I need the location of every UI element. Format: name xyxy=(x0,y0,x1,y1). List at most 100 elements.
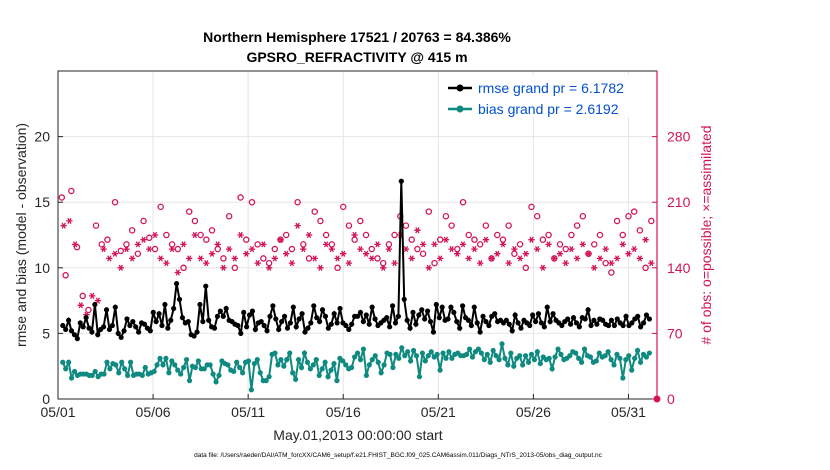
assimilated-obs-marker xyxy=(579,241,586,248)
bias-point xyxy=(298,364,305,371)
bias-point xyxy=(446,349,452,355)
bias-point xyxy=(369,357,375,363)
bias-point xyxy=(139,372,145,378)
bias-point xyxy=(263,378,269,384)
assimilated-obs-marker xyxy=(414,227,421,234)
possible-obs-marker xyxy=(533,213,541,220)
rmse-point xyxy=(512,312,518,318)
rmse-point xyxy=(141,321,148,327)
possible-obs-marker xyxy=(328,241,336,248)
assimilated-obs-marker xyxy=(385,245,393,253)
rmse-point xyxy=(322,313,329,319)
assimilated-obs-marker xyxy=(288,259,296,267)
rmse-point xyxy=(267,313,273,319)
bias-point xyxy=(125,372,131,378)
zero-count-marker xyxy=(653,395,661,403)
possible-obs-marker xyxy=(191,217,199,225)
assimilated-obs-marker xyxy=(117,264,124,271)
assimilated-obs-marker xyxy=(454,250,461,257)
possible-obs-marker xyxy=(271,245,279,253)
assimilated-obs-marker xyxy=(191,231,199,239)
x-axis: 05/01 05/06 05/11 05/16 05/21 05/26 05/31 xyxy=(40,394,646,420)
bias-point xyxy=(284,357,290,363)
legend-rmse-marker xyxy=(456,84,464,92)
bias-point xyxy=(225,362,231,368)
rmse-point xyxy=(147,328,153,334)
rmse-point xyxy=(570,315,577,321)
rmse-point xyxy=(95,332,101,338)
rmse-point xyxy=(480,313,486,319)
rmse-point xyxy=(203,283,209,289)
possible-obs-marker xyxy=(351,236,358,243)
rmse-point xyxy=(194,329,200,335)
rmse-point xyxy=(576,324,582,330)
bias-point xyxy=(266,374,272,380)
rmse-point xyxy=(395,313,401,319)
bias-point xyxy=(354,350,361,356)
possible-obs-marker xyxy=(642,264,649,272)
rmse-point xyxy=(101,324,107,330)
possible-obs-marker xyxy=(237,194,244,201)
left-axis-label: rmse and bias (model - observation) xyxy=(13,123,29,347)
possible-obs-marker xyxy=(573,222,581,229)
possible-obs-marker xyxy=(68,187,75,195)
assimilated-obs-marker xyxy=(362,250,370,257)
possible-obs-marker xyxy=(562,245,569,253)
rmse-point xyxy=(92,301,98,308)
rmse-point xyxy=(127,322,133,329)
rmse-point xyxy=(244,324,250,330)
rmse-point xyxy=(305,325,311,331)
bias-point xyxy=(310,362,316,368)
assimilated-obs-marker xyxy=(89,292,96,300)
right-axis-label: # of obs: o=possible; ×=assimilated xyxy=(698,125,714,344)
x-tick-label: 05/11 xyxy=(231,404,265,420)
bias-point xyxy=(549,366,555,372)
assimilated-obs-marker xyxy=(494,250,501,257)
bias-point xyxy=(275,362,281,368)
rmse-point xyxy=(159,322,165,329)
assimilated-obs-marker xyxy=(568,245,575,253)
assimilated-obs-marker xyxy=(151,231,159,239)
rmse-point xyxy=(287,320,294,326)
assimilated-obs-marker xyxy=(482,236,490,243)
rmse-point xyxy=(346,326,352,333)
bias-point xyxy=(195,358,201,364)
assimilated-obs-marker xyxy=(203,259,210,267)
bias-point xyxy=(101,371,107,377)
possible-obs-marker xyxy=(208,227,216,234)
possible-obs-marker xyxy=(146,234,153,242)
assimilated-obs-marker xyxy=(180,241,187,248)
assimilated-obs-marker xyxy=(237,231,244,239)
bias-point xyxy=(626,353,632,359)
assimilated-obs-marker xyxy=(534,245,541,253)
possible-obs-marker xyxy=(379,259,387,267)
rmse-point xyxy=(538,320,545,326)
right-tick-label: 140 xyxy=(667,260,691,276)
bias-point xyxy=(537,360,543,367)
assimilated-obs-marker xyxy=(556,250,564,257)
assimilated-obs-marker xyxy=(562,259,569,267)
rmse-point xyxy=(360,318,366,325)
rmse-point xyxy=(133,324,139,330)
rmse-point xyxy=(401,296,407,302)
possible-obs-marker xyxy=(117,247,125,255)
assimilated-obs-marker xyxy=(197,255,204,262)
possible-obs-marker xyxy=(630,208,638,215)
bias-point xyxy=(605,349,611,355)
rmse-point xyxy=(276,326,282,333)
rmse-point xyxy=(354,313,361,319)
rmse-point xyxy=(445,316,451,322)
assimilated-obs-marker xyxy=(260,241,267,248)
rmse-point xyxy=(109,322,115,329)
bias-point xyxy=(629,367,635,373)
rmse-point xyxy=(302,329,308,335)
bias-point xyxy=(522,353,529,359)
bias-point xyxy=(287,350,293,356)
x-axis-label: May.01,2013 00:00:00 start xyxy=(273,427,443,443)
rmse-point xyxy=(454,318,460,325)
assimilated-obs-marker xyxy=(254,259,261,267)
bias-point xyxy=(608,357,614,363)
possible-obs-marker xyxy=(494,231,501,239)
rmse-point xyxy=(600,317,606,323)
rmse-point xyxy=(567,321,574,327)
